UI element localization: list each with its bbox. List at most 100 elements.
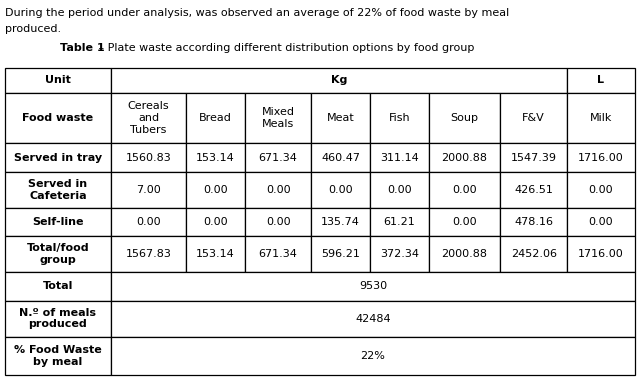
Bar — [245, 143, 312, 172]
Bar — [186, 208, 245, 236]
Text: 0.00: 0.00 — [328, 185, 353, 195]
Bar — [500, 208, 567, 236]
Bar — [111, 272, 635, 300]
Text: Table 1: Table 1 — [60, 43, 104, 53]
Bar — [245, 208, 312, 236]
Text: 0.00: 0.00 — [452, 217, 477, 227]
Bar — [429, 172, 500, 208]
Bar — [5, 172, 111, 208]
Bar — [370, 236, 429, 272]
Text: – Plate waste according different distribution options by food group: – Plate waste according different distri… — [95, 43, 474, 53]
Bar — [312, 208, 370, 236]
Text: % Food Waste
by meal: % Food Waste by meal — [14, 345, 102, 366]
Text: Bread: Bread — [199, 113, 232, 123]
Text: N.º of meals
produced: N.º of meals produced — [19, 308, 97, 329]
Text: 9530: 9530 — [359, 281, 387, 291]
Bar — [245, 172, 312, 208]
Text: Kg: Kg — [331, 75, 347, 85]
Bar — [500, 143, 567, 172]
Text: 0.00: 0.00 — [452, 185, 477, 195]
Bar — [312, 143, 370, 172]
Text: 61.21: 61.21 — [383, 217, 415, 227]
Text: Fish: Fish — [388, 113, 410, 123]
Text: During the period under analysis, was observed an average of 22% of food waste b: During the period under analysis, was ob… — [5, 8, 509, 18]
Bar — [245, 236, 312, 272]
Text: 1716.00: 1716.00 — [578, 249, 624, 259]
Text: Milk: Milk — [590, 113, 612, 123]
Text: 0.00: 0.00 — [589, 185, 613, 195]
Text: Served in
Cafeteria: Served in Cafeteria — [28, 179, 88, 201]
Text: 135.74: 135.74 — [321, 217, 360, 227]
Bar — [370, 93, 429, 143]
Bar — [5, 337, 111, 375]
Bar — [111, 172, 186, 208]
Text: 7.00: 7.00 — [136, 185, 161, 195]
Text: 1716.00: 1716.00 — [578, 153, 624, 162]
Text: 1560.83: 1560.83 — [125, 153, 172, 162]
Text: Soup: Soup — [451, 113, 479, 123]
Text: 0.00: 0.00 — [266, 217, 291, 227]
Text: 0.00: 0.00 — [203, 185, 228, 195]
Bar — [5, 236, 111, 272]
Bar — [5, 300, 111, 337]
Text: 153.14: 153.14 — [196, 153, 235, 162]
Bar — [312, 236, 370, 272]
Text: 460.47: 460.47 — [321, 153, 360, 162]
Text: 0.00: 0.00 — [203, 217, 228, 227]
Text: 2000.88: 2000.88 — [442, 153, 488, 162]
Text: 671.34: 671.34 — [259, 153, 298, 162]
Text: 1547.39: 1547.39 — [511, 153, 557, 162]
Bar — [186, 93, 245, 143]
Text: 311.14: 311.14 — [380, 153, 419, 162]
Bar — [500, 93, 567, 143]
Bar — [312, 172, 370, 208]
Bar — [370, 208, 429, 236]
Text: 671.34: 671.34 — [259, 249, 298, 259]
Text: 153.14: 153.14 — [196, 249, 235, 259]
Text: 2452.06: 2452.06 — [511, 249, 557, 259]
Bar — [186, 143, 245, 172]
Bar — [111, 208, 186, 236]
Bar — [567, 172, 635, 208]
Text: 0.00: 0.00 — [136, 217, 161, 227]
Bar — [429, 93, 500, 143]
Text: 372.34: 372.34 — [380, 249, 419, 259]
Bar — [5, 208, 111, 236]
Text: 42484: 42484 — [355, 314, 391, 323]
Text: Self-line: Self-line — [32, 217, 84, 227]
Text: produced.: produced. — [5, 24, 61, 34]
Bar — [5, 143, 111, 172]
Text: L: L — [598, 75, 605, 85]
Bar — [567, 208, 635, 236]
Text: F&V: F&V — [522, 113, 545, 123]
Bar — [429, 236, 500, 272]
Bar — [111, 337, 635, 375]
Text: 2000.88: 2000.88 — [442, 249, 488, 259]
Bar — [111, 68, 567, 93]
Bar — [111, 236, 186, 272]
Text: Served in tray: Served in tray — [14, 153, 102, 162]
Text: Cereals
and
Tubers: Cereals and Tubers — [128, 101, 170, 135]
Text: 0.00: 0.00 — [387, 185, 412, 195]
Text: Meat: Meat — [327, 113, 355, 123]
Text: 1567.83: 1567.83 — [125, 249, 172, 259]
Bar — [5, 93, 111, 143]
Bar — [500, 236, 567, 272]
Bar — [111, 300, 635, 337]
Bar — [567, 93, 635, 143]
Bar — [370, 172, 429, 208]
Bar — [5, 272, 111, 300]
Bar — [567, 68, 635, 93]
Text: 0.00: 0.00 — [589, 217, 613, 227]
Text: 426.51: 426.51 — [515, 185, 553, 195]
Text: Total: Total — [43, 281, 73, 291]
Text: Mixed
Meals: Mixed Meals — [262, 107, 294, 129]
Bar — [186, 236, 245, 272]
Bar — [500, 172, 567, 208]
Text: 596.21: 596.21 — [321, 249, 360, 259]
Bar — [370, 143, 429, 172]
Bar — [567, 143, 635, 172]
Text: 22%: 22% — [360, 351, 385, 361]
Bar — [429, 143, 500, 172]
Bar — [429, 208, 500, 236]
